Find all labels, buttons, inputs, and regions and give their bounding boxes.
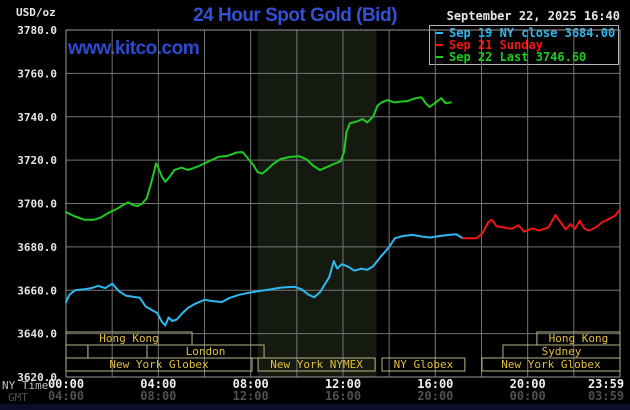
session-box-ny-globex [381,357,466,372]
x-tick-ny: 16:00 [417,377,453,391]
y-axis-label: 3720.0 [17,154,57,167]
x-tick-gmt: 00:00 [510,389,546,403]
y-axis-label: 3680.0 [17,241,57,254]
session-box-new-york-nymex [257,357,376,372]
y-axis-label: 3660.0 [17,284,57,297]
session-label: NY Globex [394,358,454,371]
session-label: New York NYMEX [270,358,363,371]
legend-label-sep22: Sep 22 Last 3746.60 [449,50,587,64]
session-label: Hong Kong [99,332,159,345]
session-label: London [186,345,226,358]
y-axis-label: 3640.0 [17,328,57,341]
page-title: 24 Hour Spot Gold (Bid) [193,5,397,26]
session-label: Sydney [542,345,582,358]
series-line-green [65,96,452,221]
session-label: Hong Kong [549,332,609,345]
session-box-unlabeled [65,344,89,359]
y-axis-units-label: USD/oz [16,6,56,19]
legend-label-sep21: Sep 21 Sunday [449,38,543,52]
x-tick-ny: 04:00 [140,377,176,391]
ny-time-row-label: NY Time [2,379,49,392]
bottom-divider-bar [0,404,630,410]
session-label: New York Globex [109,358,209,371]
y-axis-label: 3620.0 [17,371,57,384]
x-tick-ny: 00:00 [48,377,84,391]
legend-dash-green-icon [435,56,443,58]
x-tick-gmt: 08:00 [140,389,176,403]
session-box-new-york-globex [481,357,621,372]
session-box-new-york-globex [65,357,253,372]
x-tick-ny: 20:00 [510,377,546,391]
legend-row-sep21: Sep 21 Sunday [430,39,618,51]
y-axis-label: 3760.0 [17,67,57,80]
session-box-unlabeled [87,344,148,359]
y-axis-label: 3740.0 [17,111,57,124]
session-label: New York Globex [501,358,601,371]
x-tick-gmt: 16:00 [325,389,361,403]
x-tick-ny: 08:00 [233,377,269,391]
y-axis-label: 3700.0 [17,198,57,211]
datetime-label: September 22, 2025 16:40 [446,9,620,23]
x-tick-gmt: 04:00 [48,389,84,403]
x-tick-gmt: 03:59 [588,389,624,403]
legend-dash-cyan-icon [435,32,443,34]
gmt-row-label: GMT [8,391,28,404]
plot-border [65,29,621,378]
x-tick-ny: 12:00 [325,377,361,391]
x-tick-gmt: 12:00 [233,389,269,403]
legend-row-sep22: Sep 22 Last 3746.60 [430,51,618,63]
y-axis-label: 3780.0 [17,24,57,37]
kitco-watermark-link[interactable]: www.kitco.com [68,38,200,59]
x-tick-gmt: 20:00 [417,389,453,403]
series-line-cyan [65,233,464,327]
x-tick-ny: 23:59 [588,377,624,391]
series-line-red [462,209,621,240]
legend-dash-red-icon [435,44,443,46]
